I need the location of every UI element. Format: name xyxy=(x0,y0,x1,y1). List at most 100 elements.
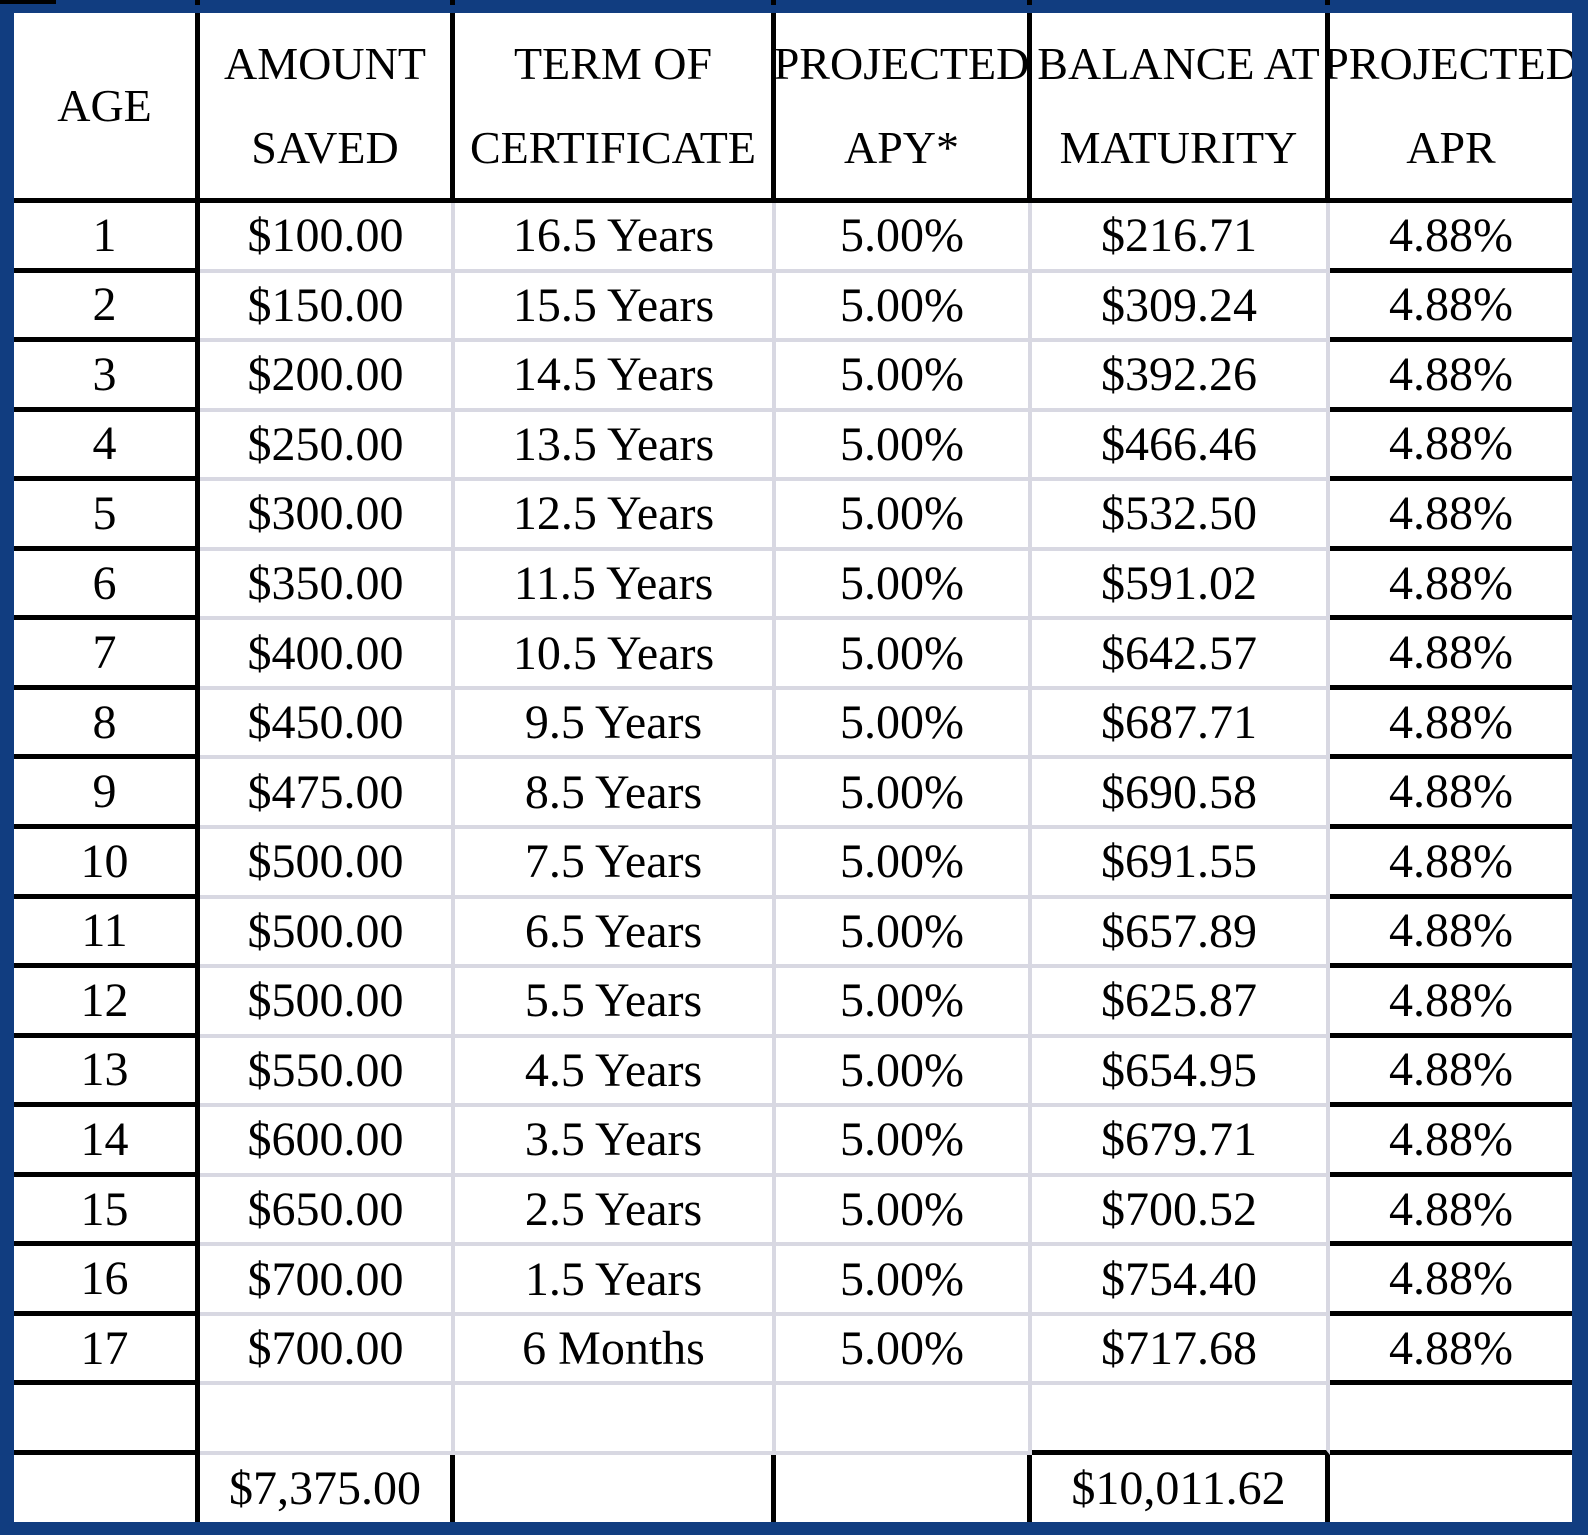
row-10-apy-cell: 5.00% xyxy=(776,829,1032,899)
row-7-apr-cell: 4.88% xyxy=(1330,620,1572,690)
row-3-age-cell: 3 xyxy=(14,342,200,412)
row-16-balance-cell: $754.40 xyxy=(1032,1246,1330,1316)
row-2-balance-cell: $309.24 xyxy=(1032,272,1330,343)
total-row-term-cell xyxy=(455,1455,776,1522)
header-projected-apr-cell: PROJECTED APR xyxy=(1330,13,1572,203)
row-17-apy-cell: 5.00% xyxy=(776,1315,1032,1386)
empty-row-balance-cell xyxy=(1032,1385,1330,1455)
column-border-tick xyxy=(450,0,455,5)
row-8-amount-saved-cell: $450.00 xyxy=(200,689,455,760)
empty-row-apy-cell xyxy=(776,1385,1032,1455)
row-13-balance-cell: $654.95 xyxy=(1032,1037,1330,1108)
row-5-amount-saved-cell: $300.00 xyxy=(200,481,455,551)
row-11-term-cell: 6.5 Years xyxy=(455,898,776,969)
row-10-term-cell: 7.5 Years xyxy=(455,829,776,899)
total-row-apr-cell xyxy=(1330,1455,1572,1522)
row-11-amount-saved-cell: $500.00 xyxy=(200,898,455,969)
row-17-amount-saved-cell: $700.00 xyxy=(200,1315,455,1386)
row-5-apr-cell: 4.88% xyxy=(1330,481,1572,551)
column-border-tick xyxy=(1325,0,1330,5)
header-balance-line1: BALANCE AT xyxy=(1037,37,1320,89)
row-12-apy-cell: 5.00% xyxy=(776,968,1032,1038)
row-15-apr-cell: 4.88% xyxy=(1330,1177,1572,1247)
row-15-balance-cell: $700.52 xyxy=(1032,1176,1330,1247)
row-14-age-cell: 14 xyxy=(14,1107,200,1177)
row-6-amount-saved-cell: $350.00 xyxy=(200,550,455,621)
row-7-term-cell: 10.5 Years xyxy=(455,620,776,690)
header-amount-saved-line1: AMOUNT xyxy=(224,37,426,89)
header-amount-saved-cell: AMOUNT SAVED xyxy=(200,13,455,203)
empty-row-amount-saved-cell xyxy=(200,1385,455,1455)
row-1-amount-saved-cell: $100.00 xyxy=(200,203,455,273)
header-amount-saved-line2: SAVED xyxy=(251,121,399,173)
row-7-amount-saved-cell: $400.00 xyxy=(200,620,455,690)
column-border-tick xyxy=(1027,0,1032,5)
row-2-apr-cell: 4.88% xyxy=(1330,273,1572,343)
row-7-balance-cell: $642.57 xyxy=(1032,620,1330,690)
top-left-border-artifact xyxy=(0,0,56,4)
empty-row-apr-cell xyxy=(1330,1385,1572,1455)
row-12-age-cell: 12 xyxy=(14,968,200,1038)
row-13-apr-cell: 4.88% xyxy=(1330,1038,1572,1108)
row-6-term-cell: 11.5 Years xyxy=(455,550,776,621)
row-8-apy-cell: 5.00% xyxy=(776,689,1032,760)
row-15-amount-saved-cell: $650.00 xyxy=(200,1176,455,1247)
row-6-apr-cell: 4.88% xyxy=(1330,551,1572,621)
row-1-apr-cell: 4.88% xyxy=(1330,203,1572,273)
row-9-apr-cell: 4.88% xyxy=(1330,759,1572,829)
row-4-apr-cell: 4.88% xyxy=(1330,412,1572,482)
row-6-age-cell: 6 xyxy=(14,550,200,621)
row-2-age-cell: 2 xyxy=(14,272,200,343)
total-row-apy-cell xyxy=(776,1455,1032,1522)
row-16-apr-cell: 4.88% xyxy=(1330,1246,1572,1316)
row-13-term-cell: 4.5 Years xyxy=(455,1037,776,1108)
row-7-apy-cell: 5.00% xyxy=(776,620,1032,690)
row-4-age-cell: 4 xyxy=(14,411,200,482)
row-13-amount-saved-cell: $550.00 xyxy=(200,1037,455,1108)
header-term-of-certificate-cell: TERM OF CERTIFICATE xyxy=(455,13,776,203)
header-balance-line2: MATURITY xyxy=(1059,121,1298,173)
row-10-amount-saved-cell: $500.00 xyxy=(200,829,455,899)
row-9-balance-cell: $690.58 xyxy=(1032,759,1330,829)
certificate-projection-table: AGE AMOUNT SAVED TERM OF CERTIFICATE PRO… xyxy=(14,13,1572,1522)
row-14-balance-cell: $679.71 xyxy=(1032,1107,1330,1177)
row-12-amount-saved-cell: $500.00 xyxy=(200,968,455,1038)
row-17-apr-cell: 4.88% xyxy=(1330,1316,1572,1386)
row-14-term-cell: 3.5 Years xyxy=(455,1107,776,1177)
row-2-apy-cell: 5.00% xyxy=(776,272,1032,343)
column-border-tick xyxy=(771,0,776,5)
row-17-balance-cell: $717.68 xyxy=(1032,1315,1330,1386)
row-15-apy-cell: 5.00% xyxy=(776,1176,1032,1247)
row-17-age-cell: 17 xyxy=(14,1315,200,1386)
row-8-term-cell: 9.5 Years xyxy=(455,689,776,760)
row-4-balance-cell: $466.46 xyxy=(1032,411,1330,482)
empty-row-term-cell xyxy=(455,1385,776,1455)
row-1-apy-cell: 5.00% xyxy=(776,203,1032,273)
header-apr-line2: APR xyxy=(1406,121,1496,173)
row-1-balance-cell: $216.71 xyxy=(1032,203,1330,273)
row-5-age-cell: 5 xyxy=(14,481,200,551)
row-3-term-cell: 14.5 Years xyxy=(455,342,776,412)
header-apy-line1: PROJECTED xyxy=(776,37,1030,89)
row-12-apr-cell: 4.88% xyxy=(1330,968,1572,1038)
row-11-apy-cell: 5.00% xyxy=(776,898,1032,969)
header-apr-line1: PROJECTED xyxy=(1330,37,1572,89)
row-12-balance-cell: $625.87 xyxy=(1032,968,1330,1038)
row-4-term-cell: 13.5 Years xyxy=(455,411,776,482)
row-9-age-cell: 9 xyxy=(14,759,200,829)
row-16-term-cell: 1.5 Years xyxy=(455,1246,776,1316)
header-projected-apy-cell: PROJECTED APY* xyxy=(776,13,1032,203)
row-10-balance-cell: $691.55 xyxy=(1032,829,1330,899)
row-2-term-cell: 15.5 Years xyxy=(455,272,776,343)
row-17-term-cell: 6 Months xyxy=(455,1315,776,1386)
row-4-apy-cell: 5.00% xyxy=(776,411,1032,482)
row-16-age-cell: 16 xyxy=(14,1246,200,1316)
row-8-balance-cell: $687.71 xyxy=(1032,689,1330,760)
row-8-apr-cell: 4.88% xyxy=(1330,690,1572,760)
row-14-amount-saved-cell: $600.00 xyxy=(200,1107,455,1177)
header-term-line1: TERM OF xyxy=(513,37,713,89)
row-9-apy-cell: 5.00% xyxy=(776,759,1032,829)
row-4-amount-saved-cell: $250.00 xyxy=(200,411,455,482)
row-5-balance-cell: $532.50 xyxy=(1032,481,1330,551)
